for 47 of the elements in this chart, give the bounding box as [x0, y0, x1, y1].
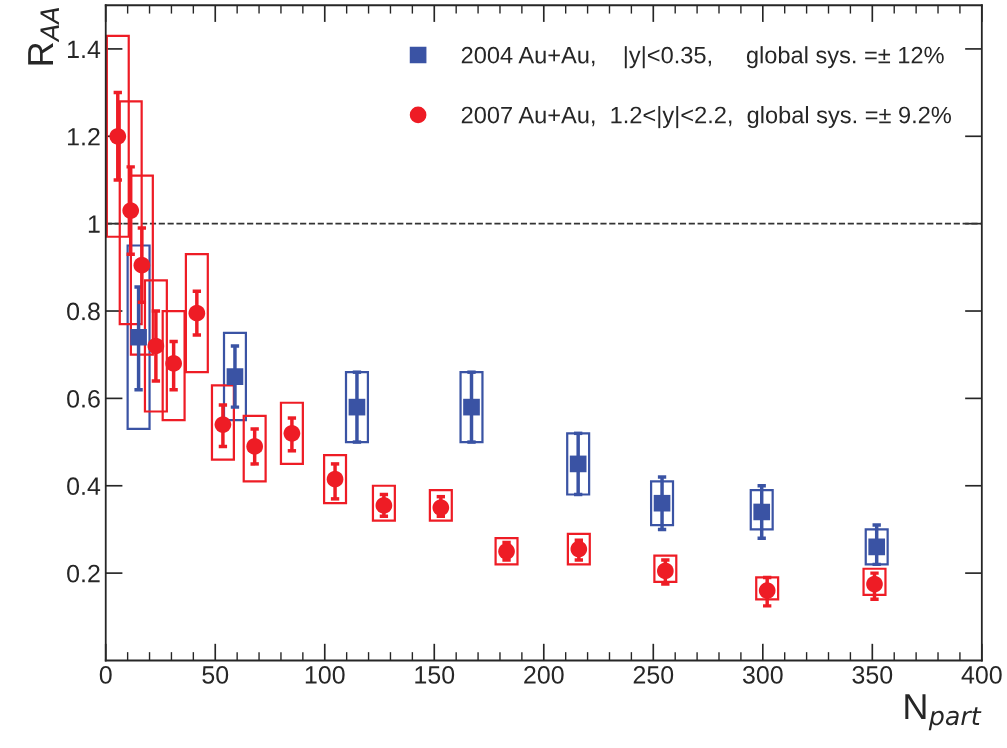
- point: [214, 416, 232, 433]
- y-tick-label: 0.4: [67, 477, 101, 496]
- x-tick-label: 200: [524, 666, 564, 684]
- bar: [566, 532, 591, 566]
- legend-label: 2007 Au+Au, 1.2<|y|<2.2, global sys. =± 9.2%: [461, 106, 951, 129]
- point: [165, 355, 182, 372]
- bar: [428, 489, 453, 522]
- y-tick-label: 1: [88, 215, 100, 233]
- y-tick-label: 0.6: [67, 389, 100, 408]
- x-tick-label: 100: [305, 666, 345, 684]
- x-tick-label: 0: [99, 666, 112, 684]
- point: [109, 127, 127, 145]
- point: [246, 438, 263, 455]
- legend-label: 2004 Au+Au, |y|<0.35, global sys. =± 12%: [461, 46, 944, 69]
- point: [147, 337, 165, 355]
- x-tick-label: 400: [961, 666, 1002, 684]
- bar: [494, 537, 519, 566]
- bar: [653, 554, 678, 583]
- bar: [344, 371, 370, 444]
- point: [122, 202, 140, 219]
- point: [133, 256, 151, 274]
- bar: [222, 331, 248, 422]
- x-tick-label: 150: [415, 666, 455, 684]
- point: [188, 304, 206, 322]
- x-axis-title: N$_{part}$: [905, 694, 982, 731]
- x-tick-label: 250: [633, 666, 674, 684]
- bar: [755, 576, 780, 601]
- x-tick-label: 50: [202, 666, 229, 684]
- y-tick-label: 0.2: [67, 564, 100, 583]
- x-tick-label: 300: [742, 666, 783, 684]
- y-tick-label: 0.8: [67, 302, 100, 321]
- bar: [242, 414, 267, 483]
- bar: [371, 484, 396, 522]
- point: [463, 398, 480, 416]
- bar: [279, 401, 304, 466]
- y-axis-title: R$_{AA}$: [28, 8, 59, 65]
- bar: [459, 371, 484, 444]
- point: [130, 328, 147, 346]
- y-tick-label: 1.4: [68, 40, 101, 58]
- bar: [210, 384, 235, 461]
- bar: [126, 244, 151, 431]
- y-tick-label: 1.2: [68, 127, 100, 146]
- point: [226, 368, 244, 385]
- x-tick-label: 350: [852, 666, 893, 684]
- bar: [566, 432, 591, 496]
- point: [348, 398, 366, 416]
- bar: [322, 454, 348, 505]
